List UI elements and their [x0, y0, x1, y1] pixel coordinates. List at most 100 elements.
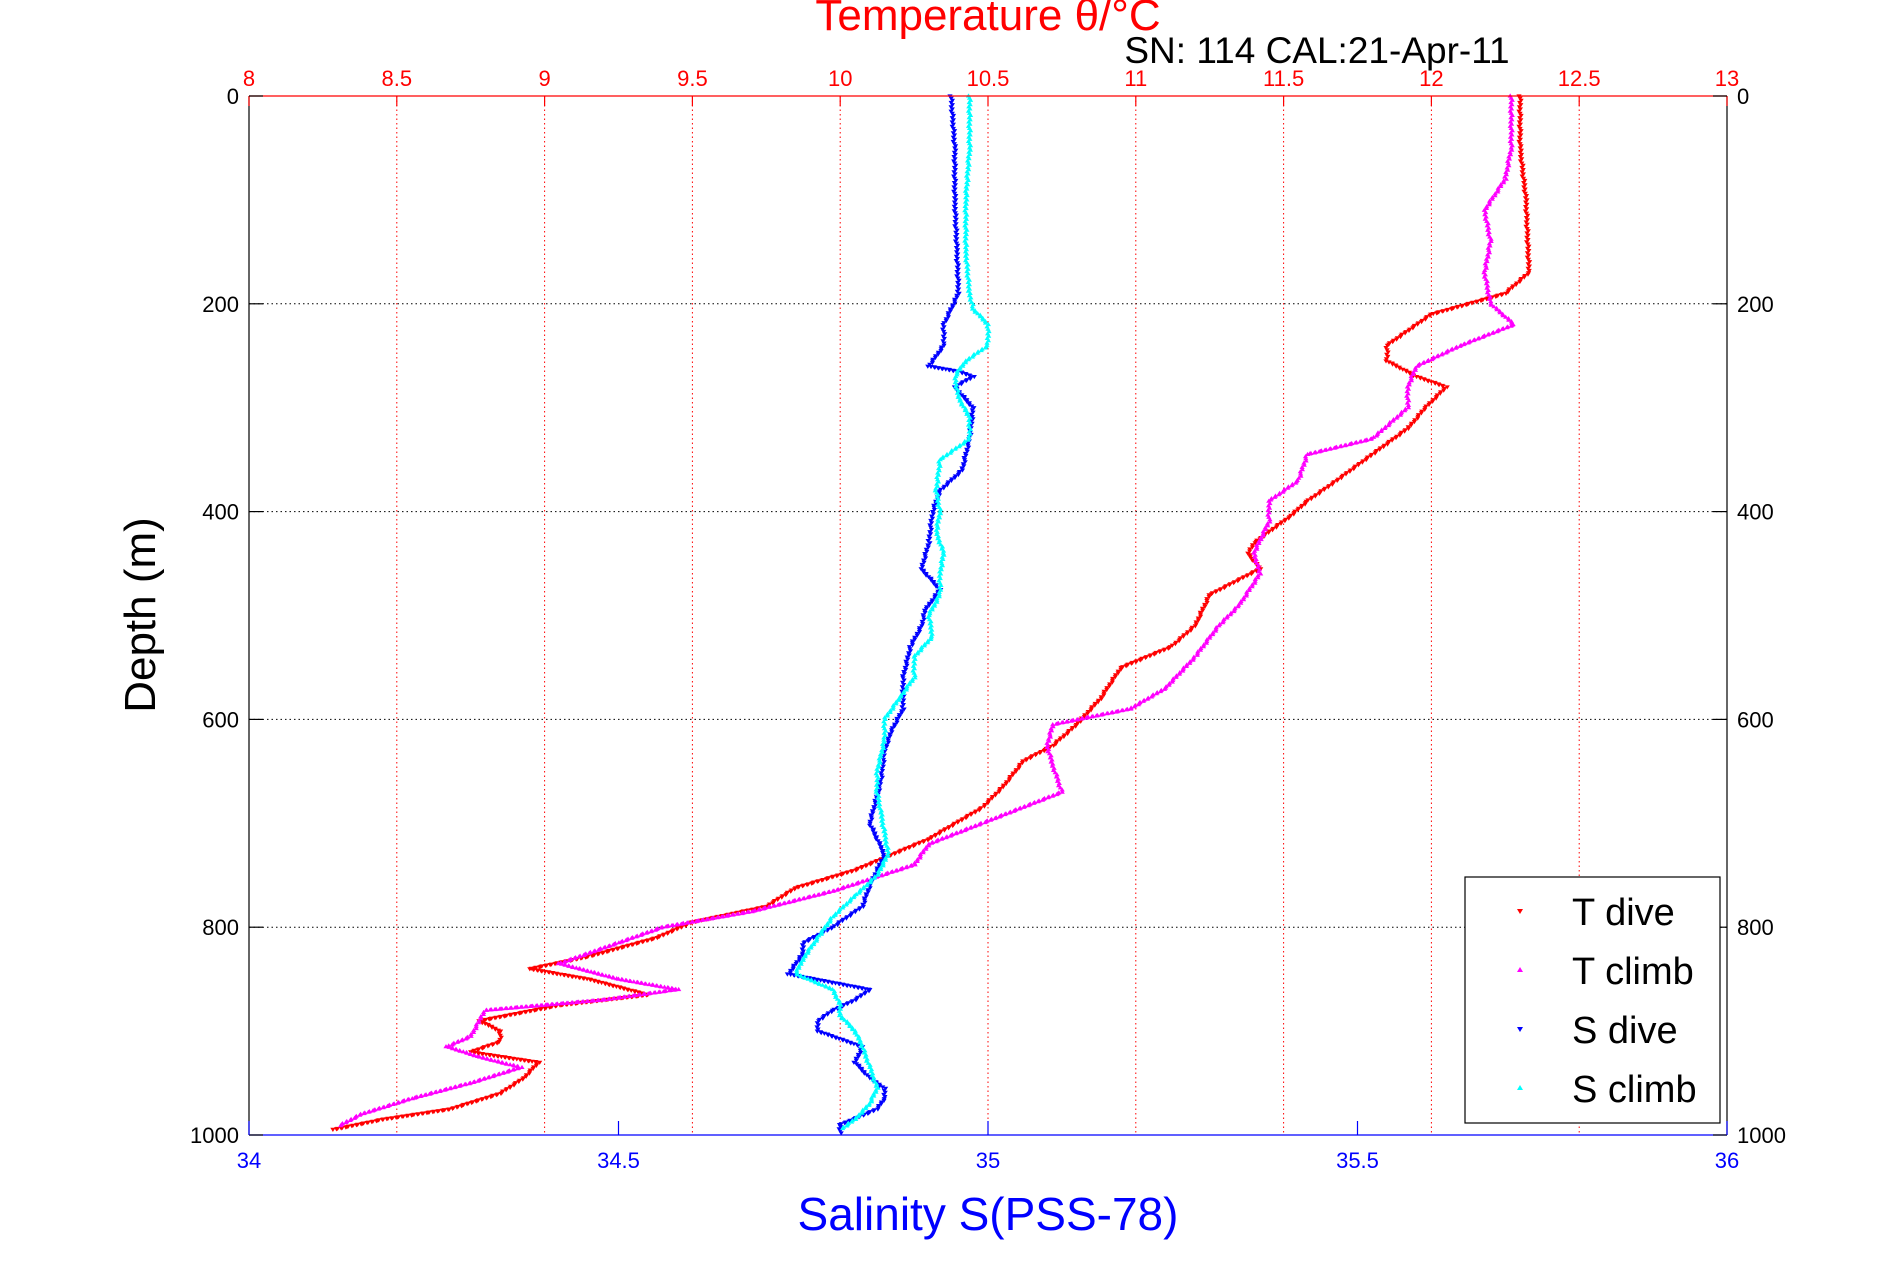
data-point: [941, 325, 947, 330]
data-point: [927, 530, 933, 535]
data-point: [954, 261, 960, 266]
data-point: [1198, 645, 1204, 650]
data-point: [964, 411, 970, 416]
data-point: [1249, 582, 1255, 587]
data-point: [1166, 682, 1172, 687]
data-point: [878, 1102, 884, 1107]
data-point: [640, 991, 647, 996]
data-point: [953, 254, 959, 259]
data-point: [487, 1007, 493, 1012]
data-point: [912, 672, 918, 678]
data-point: [1422, 317, 1428, 322]
data-point: [454, 1039, 460, 1044]
data-point: [1517, 111, 1523, 116]
data-point: [607, 974, 613, 979]
data-point: [1337, 444, 1343, 449]
data-point: [719, 914, 725, 919]
data-point: [775, 897, 781, 902]
data-point: [1368, 454, 1374, 459]
data-point: [880, 1085, 886, 1090]
data-point: [538, 1002, 544, 1008]
data-point: [1169, 679, 1175, 684]
data-point: [982, 345, 988, 350]
data-point: [596, 971, 602, 976]
data-point: [934, 599, 940, 604]
data-point: [1069, 727, 1075, 732]
data-point: [923, 556, 929, 561]
data-point: [1241, 597, 1247, 602]
data-point: [1194, 652, 1200, 657]
data-point: [577, 966, 583, 971]
data-point: [952, 176, 958, 181]
data-point: [957, 396, 963, 401]
data-point: [873, 1089, 879, 1094]
data-point: [951, 170, 957, 175]
data-point: [1302, 454, 1309, 459]
data-point: [953, 144, 959, 149]
data-point: [734, 911, 740, 916]
data-point: [500, 1060, 506, 1065]
data-point: [1256, 569, 1262, 574]
data-point: [1035, 799, 1041, 804]
data-point: [951, 165, 957, 170]
data-point: [775, 902, 781, 907]
legend: T dive T climb S dive S climb: [1464, 876, 1721, 1124]
data-point: [928, 527, 935, 532]
data-point: [661, 984, 668, 989]
data-point: [419, 1111, 425, 1116]
data-point: [972, 823, 978, 829]
data-point: [1051, 743, 1057, 748]
data-point: [1517, 126, 1523, 132]
data-point: [475, 1078, 481, 1083]
data-point: [511, 1063, 517, 1068]
data-point: [1059, 720, 1065, 725]
data-point: [869, 817, 875, 822]
x-top-tick-label: 12.5: [1558, 66, 1601, 91]
data-point: [588, 969, 594, 974]
data-point: [923, 573, 929, 578]
data-point: [952, 187, 958, 192]
data-point: [671, 987, 677, 992]
data-point: [800, 896, 806, 901]
data-point: [935, 352, 941, 357]
data-point: [1405, 405, 1412, 410]
data-point: [951, 200, 958, 205]
data-point: [744, 909, 751, 914]
data-point: [1372, 451, 1378, 456]
data-point: [1526, 244, 1532, 249]
data-point: [1482, 261, 1488, 266]
data-point: [1053, 721, 1059, 726]
data-point: [1176, 639, 1182, 644]
data-point: [330, 1127, 336, 1132]
x-top-tick-label: 8.5: [382, 66, 413, 91]
data-point: [796, 958, 802, 963]
data-point: [1207, 633, 1213, 638]
data-point: [969, 306, 976, 311]
data-point: [824, 922, 830, 927]
data-point: [954, 270, 960, 275]
data-point: [600, 972, 606, 977]
data-point: [1402, 408, 1408, 413]
data-point: [1301, 460, 1307, 465]
data-point: [481, 1009, 487, 1014]
data-point: [953, 235, 959, 240]
data-point: [955, 276, 961, 281]
data-point: [1343, 472, 1349, 477]
data-point: [1488, 302, 1494, 307]
data-point: [821, 926, 828, 931]
data-point: [357, 1112, 363, 1117]
data-point: [802, 975, 808, 980]
data-point: [1517, 142, 1523, 147]
data-point: [628, 935, 635, 940]
data-point: [1095, 700, 1101, 705]
x-top-tick-label: 13: [1715, 66, 1739, 91]
data-point: [867, 1076, 873, 1081]
data-point: [369, 1120, 375, 1125]
data-point: [1465, 340, 1471, 345]
data-point: [971, 406, 977, 411]
data-point: [953, 259, 959, 264]
data-point: [1485, 245, 1491, 250]
data-point: [384, 1103, 391, 1108]
data-point: [1525, 266, 1531, 271]
data-point: [859, 1068, 865, 1073]
